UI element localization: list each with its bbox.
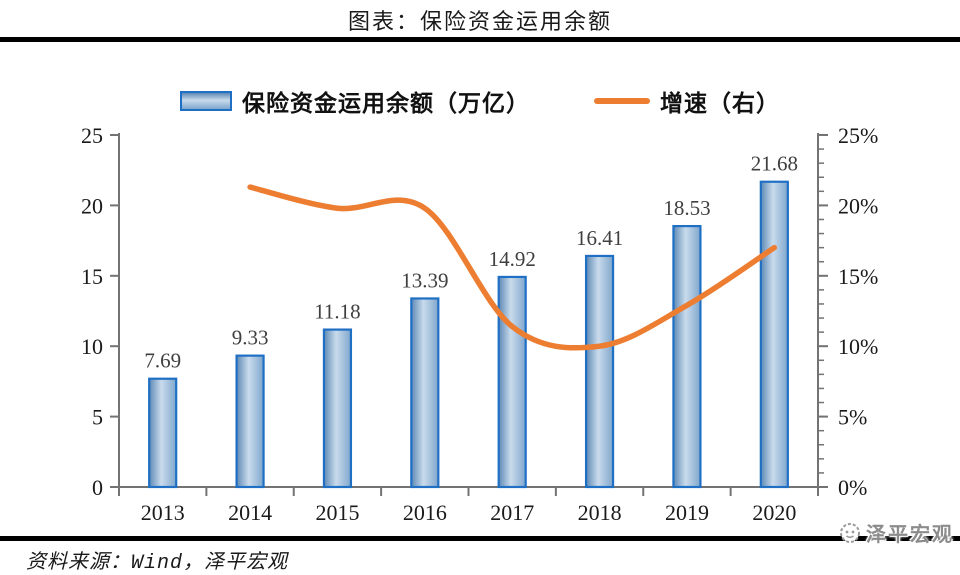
bar-2019: [672, 224, 702, 489]
bar-value-label-2017: 14.92: [489, 247, 536, 271]
right-axis-label: 25%: [838, 123, 878, 148]
bar-value-label-2016: 13.39: [401, 268, 448, 292]
bar-2013: [148, 377, 178, 489]
right-axis-label: 15%: [838, 264, 878, 289]
bar-value-label-2013: 7.69: [144, 349, 181, 373]
bar-2017: [497, 275, 527, 489]
bar-value-label-2015: 11.18: [314, 300, 360, 324]
x-label-2018: 2018: [578, 500, 622, 525]
bar-value-label-2019: 18.53: [663, 196, 710, 220]
x-label-2019: 2019: [665, 500, 709, 525]
x-label-2020: 2020: [752, 500, 796, 525]
right-axis-label: 20%: [838, 193, 878, 218]
source-note: 资料来源：Wind，泽平宏观: [26, 552, 289, 575]
left-axis-label: 0: [92, 475, 103, 500]
legend-label-balance: 保险资金运用余额（万亿）: [242, 91, 530, 116]
left-axis-label: 10: [81, 334, 103, 359]
x-label-2015: 2015: [315, 500, 359, 525]
legend-label-growth: 增速（右）: [660, 91, 780, 116]
bar-value-label-2018: 16.41: [576, 226, 623, 250]
x-label-2017: 2017: [490, 500, 534, 525]
left-axis-label: 5: [92, 405, 103, 430]
bar-value-label-2020: 21.68: [751, 152, 798, 176]
right-axis-label: 10%: [838, 334, 878, 359]
bar-2015: [322, 328, 353, 489]
bar-2014: [235, 354, 265, 489]
growth-rate-line: [247, 184, 778, 351]
bar-series-swatch: [180, 91, 232, 111]
line-series-swatch: [594, 98, 650, 104]
legend: 保险资金运用余额（万亿） 增速（右）: [0, 84, 960, 118]
left-axis-label: 25: [81, 123, 103, 148]
right-axis-label: 0%: [838, 475, 867, 500]
bar-value-label-2014: 9.33: [232, 326, 269, 350]
top-divider: [0, 37, 960, 42]
left-axis-label: 20: [81, 193, 103, 218]
bar-2016: [410, 297, 440, 489]
bar-2020: [759, 180, 789, 489]
legend-item-balance: 保险资金运用余额（万亿）: [180, 84, 530, 118]
legend-item-growth: 增速（右）: [594, 84, 780, 118]
chart-title: 图表：保险资金运用余额: [347, 9, 612, 34]
left-axis-label: 15: [81, 264, 103, 289]
bar-2018: [584, 254, 615, 489]
x-label-2013: 2013: [141, 500, 185, 525]
right-axis-label: 5%: [838, 405, 867, 430]
x-label-2014: 2014: [228, 500, 272, 525]
bottom-divider: [0, 536, 960, 541]
watermark-logo: 泽平宏观: [838, 518, 954, 547]
smiley-logo-icon: [840, 522, 860, 543]
watermark-text: 泽平宏观: [866, 524, 954, 546]
x-label-2016: 2016: [403, 500, 447, 525]
